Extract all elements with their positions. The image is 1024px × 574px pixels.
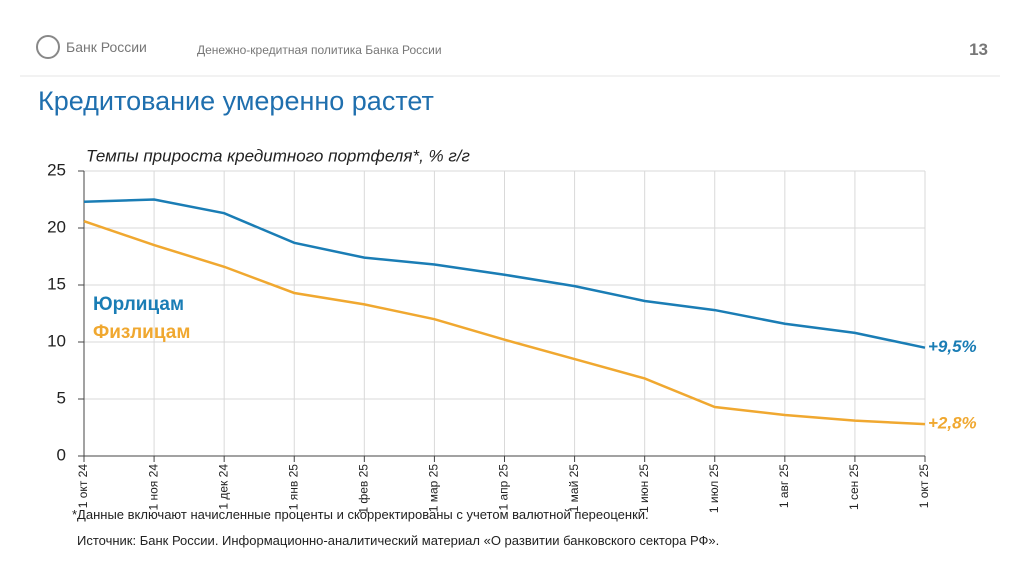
x-tick-label: 1 авг 25: [777, 464, 791, 508]
y-tick-label: 20: [47, 217, 66, 236]
x-tick-label: 1 сен 25: [847, 464, 861, 510]
y-tick-label: 0: [57, 445, 66, 464]
y-tick-label: 10: [47, 331, 66, 350]
x-tick-label: 1 апр 25: [497, 464, 511, 511]
y-tick-label: 5: [57, 388, 66, 407]
x-tick-label: 1 мар 25: [427, 464, 441, 513]
value-label: +9,5%: [928, 337, 977, 356]
series-line: [83, 198, 926, 349]
x-tick-label: 1 май 25: [567, 464, 581, 513]
logo-text: Банк России: [66, 39, 147, 55]
value-label: +2,8%: [928, 414, 977, 433]
x-tick-label: 1 окт 24: [76, 464, 90, 509]
legend-label: Юрлицам: [93, 294, 184, 315]
x-tick-label: 1 июн 25: [637, 464, 651, 513]
footnote: *Данные включают начисленные проценты и …: [72, 507, 649, 522]
y-tick-label: 15: [47, 274, 66, 293]
slide-title: Кредитование умеренно растет: [38, 86, 434, 116]
x-tick-label: 1 ноя 24: [146, 464, 160, 511]
source: Источник: Банк России. Информационно-ана…: [77, 533, 720, 548]
legend-label: Физлицам: [93, 322, 190, 343]
logo-icon: [36, 35, 60, 59]
x-tick-label: 1 дек 24: [216, 464, 230, 510]
x-tick-label: 1 окт 25: [917, 464, 931, 509]
header-subtitle: Денежно-кредитная политика Банка России: [197, 43, 442, 57]
x-tick-label: 1 фев 25: [357, 464, 371, 514]
x-tick-label: 1 июл 25: [707, 464, 721, 513]
x-tick-label: 1 янв 25: [286, 464, 300, 511]
y-tick-label: 25: [47, 160, 66, 179]
chart-title: Темпы прироста кредитного портфеля*, % г…: [86, 146, 470, 165]
page-number: 13: [969, 40, 988, 59]
series-line: [83, 219, 926, 426]
